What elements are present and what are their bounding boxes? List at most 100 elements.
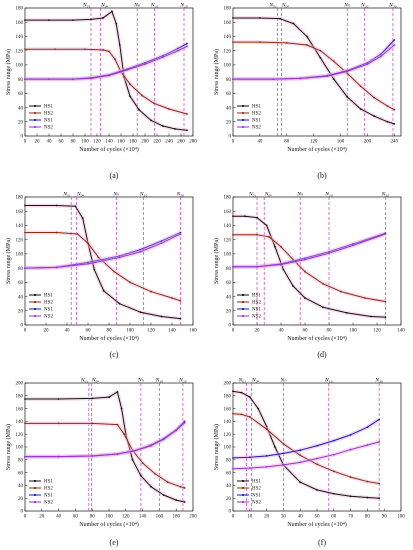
x-tick-label: 100 — [105, 515, 113, 520]
data-point — [87, 262, 89, 265]
y-tick-label: 60 — [18, 281, 24, 286]
legend-label: HS1 — [44, 105, 53, 110]
data-point — [292, 284, 294, 287]
data-point — [162, 438, 165, 441]
y-tick-label: 160 — [16, 21, 24, 26]
data-point — [232, 17, 234, 19]
y-tick-label: 160 — [224, 21, 232, 26]
data-point — [24, 455, 26, 458]
data-point — [373, 96, 376, 99]
data-point — [160, 240, 163, 242]
legend: HS1 HS2 NS1 NS2 — [29, 480, 53, 506]
x-tick-label: 140 — [105, 140, 113, 145]
data-point — [346, 72, 349, 75]
x-tick-label: 160 — [117, 140, 125, 145]
data-point — [166, 481, 169, 484]
data-point — [304, 257, 306, 260]
data-point — [160, 242, 163, 245]
x-tick-label: 100 — [349, 329, 357, 334]
data-point — [352, 243, 354, 245]
data-point — [272, 78, 275, 81]
reference-line-label: N₃₀ — [176, 192, 185, 198]
x-tick-label: 180 — [172, 515, 180, 520]
data-point — [118, 302, 121, 305]
legend-label: NS2 — [44, 315, 53, 320]
x-tick-label: 280 — [189, 140, 197, 145]
data-point — [232, 467, 234, 470]
data-point — [76, 233, 79, 235]
data-point — [352, 244, 354, 247]
x-tick-label: 80 — [90, 515, 96, 520]
reference-line-label: N₁₀ — [155, 378, 164, 384]
legend-label: NS1 — [252, 119, 261, 124]
data-point — [186, 129, 188, 132]
x-tick-label: 120 — [122, 515, 130, 520]
data-point — [319, 56, 322, 59]
data-point — [154, 472, 157, 475]
legend-marker — [33, 500, 37, 504]
y-tick-label: 40 — [18, 484, 24, 489]
data-point — [179, 231, 182, 234]
x-tick-label: 140 — [397, 329, 405, 334]
data-point — [232, 456, 234, 459]
data-point — [378, 440, 381, 443]
reference-line-label: N₁₀ — [324, 378, 333, 384]
data-point — [129, 281, 131, 284]
y-tick-label: 20 — [226, 120, 232, 125]
data-point — [248, 416, 251, 418]
data-point — [72, 78, 74, 81]
legend-label: NS2 — [44, 501, 53, 506]
data-point — [332, 60, 335, 63]
data-point — [72, 19, 74, 21]
data-point — [366, 444, 369, 446]
x-tick-label: 70 — [348, 515, 354, 520]
data-point — [393, 39, 396, 41]
data-point — [140, 474, 142, 477]
y-tick-label: 20 — [18, 497, 24, 502]
data-point — [131, 458, 134, 461]
data-point — [366, 496, 369, 499]
data-point — [378, 418, 381, 421]
reference-line-label: Nₕ — [112, 192, 120, 198]
x-tick-label: 30 — [281, 515, 287, 520]
data-point — [292, 22, 295, 25]
data-point — [24, 398, 26, 400]
y-tick-label: 80 — [226, 459, 232, 464]
data-point — [162, 494, 165, 496]
series-line — [233, 17, 395, 125]
data-point — [124, 433, 127, 436]
reference-line-label: N₀₁ — [82, 3, 91, 9]
x-tick-label: 40 — [279, 329, 285, 334]
y-tick-label: 20 — [18, 309, 24, 314]
data-point — [258, 41, 261, 44]
y-tick-label: 60 — [226, 471, 232, 476]
y-tick-label: 200 — [16, 382, 24, 387]
reference-line-label: N₃₀ — [388, 3, 397, 9]
panel-caption: (f) — [318, 538, 326, 547]
data-point — [316, 444, 318, 447]
data-point — [268, 235, 270, 238]
reference-line-label: N₃₀ — [374, 378, 383, 384]
legend-label: HS2 — [252, 301, 261, 306]
data-point — [186, 113, 188, 115]
legend-marker — [33, 493, 37, 497]
legend-label: HS2 — [44, 487, 53, 492]
data-point — [386, 120, 389, 123]
plot-frame — [24, 7, 194, 137]
data-point — [332, 78, 335, 81]
y-axis-label: Stress range (MPa) — [5, 49, 12, 95]
data-point — [349, 433, 352, 436]
data-point — [366, 426, 369, 429]
data-point — [87, 242, 89, 245]
data-point — [139, 250, 142, 253]
legend-label: NS2 — [252, 501, 261, 506]
series-line — [233, 234, 386, 303]
legend-label: HS1 — [44, 294, 53, 299]
x-tick-label: 120 — [147, 329, 155, 334]
data-point — [102, 49, 104, 51]
legend: HS1 HS2 NS1 NS2 — [29, 105, 53, 131]
legend: HS1 HS2 NS1 NS2 — [237, 480, 261, 506]
legend-marker — [241, 479, 245, 483]
y-tick-label: 120 — [16, 433, 24, 438]
data-point — [183, 487, 186, 489]
